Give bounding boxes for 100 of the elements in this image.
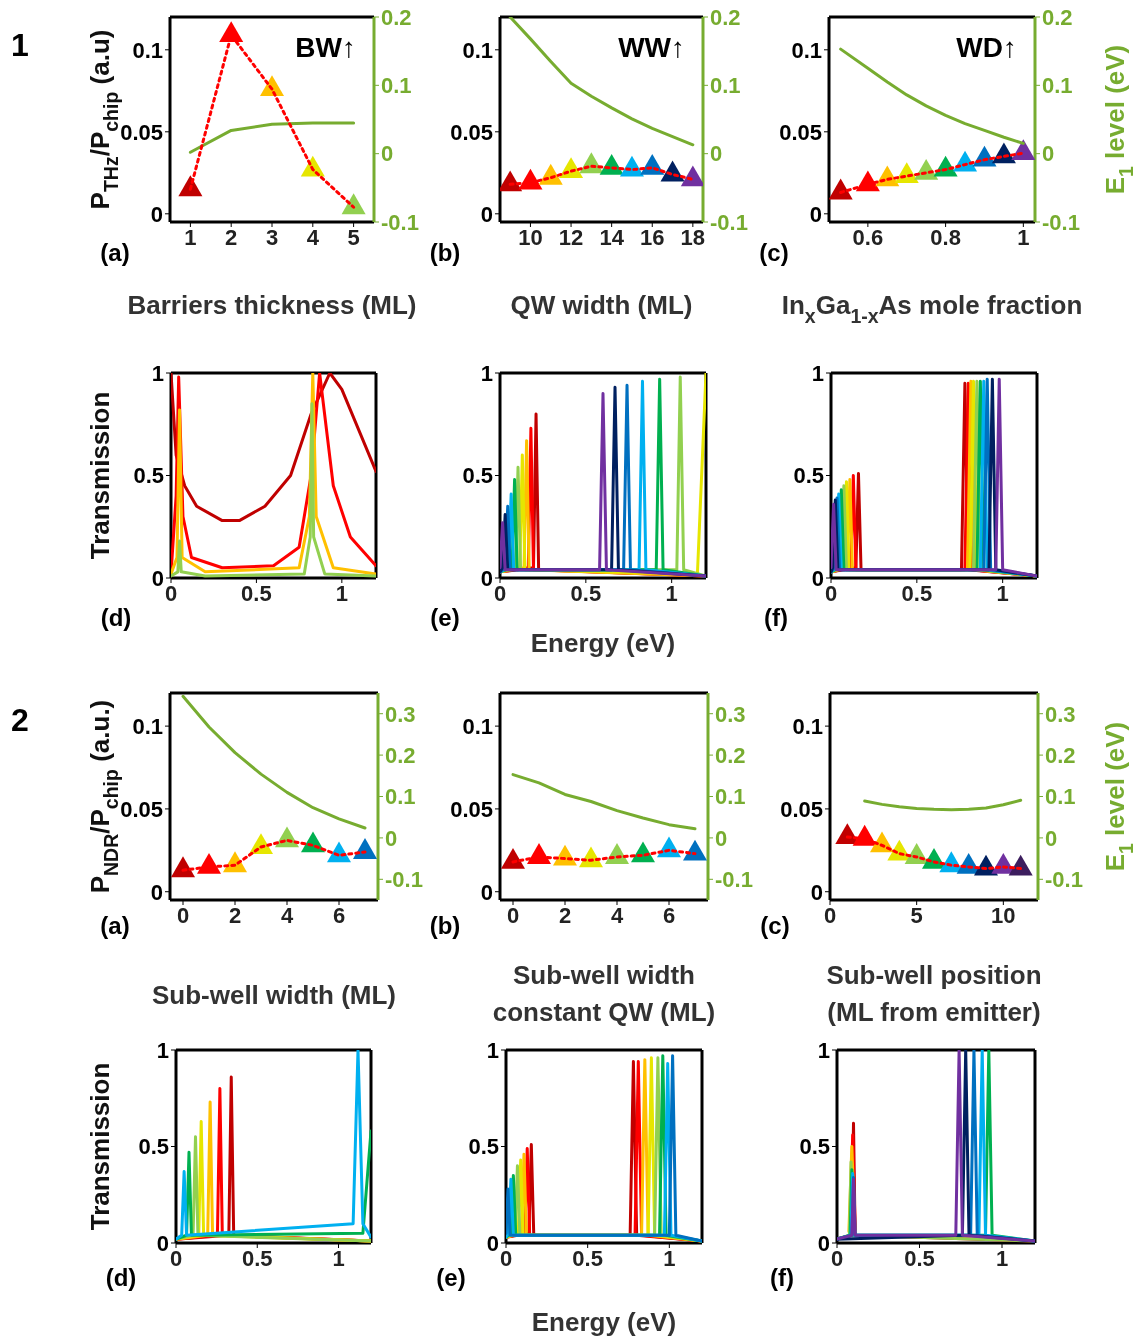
y2-tick-label: 0.3 [1045,701,1076,727]
x-axis-title: Sub-well width constant QW (ML) [492,960,716,1027]
y-tick-label: 0 [150,201,163,227]
x-tick-label: 1 [184,224,197,250]
x-axis-title: Barriers thickness (ML) [127,290,417,320]
line-series [837,1050,1035,1243]
x-tick-label: 0 [176,902,190,928]
x-tick-label: 12 [558,224,584,250]
x-tick-label: 0.5 [901,580,933,606]
y-tick-label: 0 [809,201,822,227]
x-axis-title: In$_{x}$Ga$_{1-x}$As mole fraction [781,290,1083,327]
x-tick-label: 0.6 [852,224,884,250]
x-tick-label: 4 [610,902,624,928]
y-tick-label: 0.5 [138,1134,169,1160]
x-tick-label: 0.5 [241,1245,273,1271]
line-series [863,798,1023,812]
y-tick-label: 0 [150,879,163,905]
point [341,193,366,215]
y2-tick-label: 0.3 [385,701,416,727]
y-tick-label: 0.1 [132,37,163,63]
y-tick-label: 0.1 [132,713,163,739]
text: (a) [100,238,130,266]
x-tick-label: 1 [995,1245,1009,1271]
text: (b) [429,238,461,266]
y-tick-label: 1 [811,360,824,386]
x-tick-label: 16 [640,224,665,250]
y2-tick-label: 0 [715,825,728,851]
y-tick-label: 0.05 [779,119,822,145]
text: (d) [100,603,132,631]
y-tick-label: 0.05 [450,119,493,145]
point [680,165,703,187]
y2-tick-label: 0.2 [710,4,741,30]
x-tick-label: 1 [663,1245,676,1271]
x-tick-label: 5 [910,902,923,928]
y2-tick-label: 0.2 [381,4,412,30]
x-tick-label: 2 [225,224,238,250]
text: (f) [770,1263,794,1291]
text: (e) [430,603,460,631]
x-axis-title: QW width (ML) [510,290,693,320]
y2-tick-label: 0.2 [385,742,416,768]
y2-tick-label: 0.2 [1042,4,1073,30]
x-axis-title: Sub-well width (ML) [151,980,397,1010]
annotation: BW↑ [295,31,356,63]
x-tick-label: 2 [558,902,572,928]
text: (e) [436,1263,466,1291]
line-series [188,121,356,154]
y2-tick-label: -0.1 [1045,867,1083,893]
y2-tick-label: 0.1 [1045,784,1076,810]
point [518,168,543,190]
x-tick-label: 0.5 [904,1245,935,1271]
y2-tick-label: 0 [710,141,723,167]
y-tick-label: 0.05 [780,796,823,822]
x-tick-label: 18 [680,224,706,250]
annotation: WD↑ [956,31,1017,63]
x-tick-label: 1 [996,580,1009,606]
x-tick-label: 14 [599,224,625,250]
y-tick-label: 0.5 [133,463,164,489]
x-axis-title: Energy (eV) [530,628,676,658]
x-axis-title: Energy (eV) [531,1307,677,1337]
y-tick-label: 0.1 [462,713,493,739]
y-tick-label: 0.1 [791,37,822,63]
y-tick-label: 0.5 [462,463,493,489]
y2-tick-label: 0.3 [715,701,746,727]
y-axis-title: Transmission [85,1062,115,1231]
y2-tick-label: 0.1 [381,73,412,99]
x-tick-label: 0.5 [572,1245,603,1271]
x-tick-label: 10 [518,224,543,250]
x-tick-label: 6 [332,902,346,928]
x-tick-label: 6 [662,902,676,928]
y-tick-label: 1 [480,360,493,386]
y-tick-label: 0.05 [450,796,493,822]
y2-tick-label: -0.1 [381,209,419,235]
y-tick-label: 0.5 [799,1134,830,1160]
text: (a) [100,911,130,939]
y2-tick-label: 0.2 [1045,742,1076,768]
x-tick-label: 4 [280,902,294,928]
line-series [511,773,697,831]
y-tick-label: 1 [486,1037,499,1063]
x-tick-label: 0.5 [570,580,602,606]
point [682,839,708,861]
y-tick-label: 0.5 [468,1134,499,1160]
y2-tick-label: -0.1 [385,867,423,893]
x-tick-label: 0.5 [241,580,272,606]
line-series [181,694,367,830]
x-tick-label: 1 [1017,224,1030,250]
y2-tick-label: 0 [381,141,394,167]
y-tick-label: 0.05 [120,119,163,145]
text: (b) [429,911,461,939]
y2-tick-label: -0.1 [715,867,753,893]
y-tick-label: 1 [817,1037,830,1063]
y-tick-label: 0.5 [793,463,824,489]
line-series [508,17,695,147]
y2-tick-label: 0.1 [385,784,416,810]
x-tick-label: 1 [335,580,348,606]
text: (d) [105,1263,137,1291]
x-tick-label: 0 [506,902,520,928]
y2-tick-label: 0.1 [1042,73,1073,99]
x-tick-label: 4 [306,224,320,250]
x-axis-title: Sub-well position (ML from emitter) [826,960,1042,1027]
x-tick-label: 1 [332,1245,345,1271]
